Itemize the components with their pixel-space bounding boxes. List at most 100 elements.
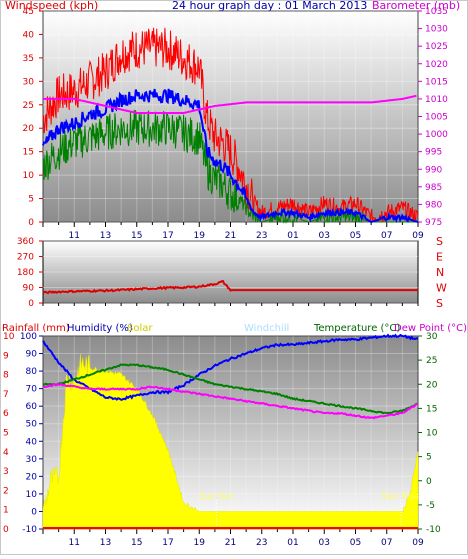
rainfall-y-tick-label: 8	[3, 371, 9, 381]
page-title: 24 hour graph day : 01 March 2013	[172, 0, 367, 12]
direction-y-tick-label: 0	[28, 299, 34, 309]
barometer-y-tick-label: 1035	[425, 7, 448, 17]
barometer-y-tick-label: 1010	[425, 95, 448, 105]
wind-y-tick-label: 0	[28, 218, 34, 228]
wind-x-tick-label: 23	[256, 231, 267, 241]
wind-x-tick-label: 05	[350, 231, 361, 241]
direction-y-tick-label: 90	[23, 284, 35, 294]
rainfall-y-tick-label: 6	[3, 409, 9, 419]
temperature-y-tick-label: 15	[426, 404, 437, 414]
barometer-y-tick-label: 985	[425, 183, 442, 193]
temperature-y-tick-label: 20	[426, 380, 438, 390]
temp-x-tick-label: 13	[100, 538, 111, 548]
wind-y-tick-label: 45	[23, 7, 34, 17]
humidity-y-tick-label: 100	[20, 332, 37, 342]
wind-x-tick-label: 19	[194, 231, 206, 241]
humidity-y-tick-label: 90	[26, 350, 38, 360]
wind-y-tick-label: 5	[28, 195, 34, 205]
humidity-y-tick-label: 70	[26, 385, 38, 395]
humidity-y-tick-label: 0	[31, 507, 37, 517]
barometer-y-tick-label: 1030	[425, 25, 448, 35]
temperature-y-tick-label: -5	[426, 501, 435, 511]
sunset-label: Sun Set	[199, 492, 234, 502]
rainfall-y-tick-label: 5	[3, 429, 9, 439]
rainfall-y-tick-label: 7	[3, 390, 9, 400]
rainfall-y-tick-label: 9	[3, 351, 9, 361]
wind-x-tick-label: 21	[225, 231, 236, 241]
humidity-y-tick-label: 50	[26, 420, 38, 430]
temp-x-tick-label: 17	[162, 538, 173, 548]
barometer-y-tick-label: 1025	[425, 42, 448, 52]
barometer-y-tick-label: 1020	[425, 60, 448, 70]
wind-y-tick-label: 30	[23, 77, 35, 87]
temperature-y-tick-label: 25	[426, 356, 437, 366]
humidity-y-tick-label: 40	[26, 437, 38, 447]
temp-x-tick-label: 07	[381, 538, 392, 548]
wind-y-tick-label: 40	[23, 30, 35, 40]
wind-x-tick-label: 13	[100, 231, 111, 241]
rainfall-y-tick-label: 10	[3, 332, 15, 342]
temp-x-tick-label: 19	[194, 538, 206, 548]
wind-direction-line	[42, 280, 418, 295]
compass-label: N	[436, 266, 444, 279]
wind-x-tick-label: 17	[162, 231, 173, 241]
humidity-y-tick-label: 10	[26, 490, 38, 500]
temperature-axis-title: Temperature (°C)	[313, 323, 400, 334]
direction-y-tick-label: 180	[17, 268, 34, 278]
temp-x-tick-label: 15	[131, 538, 142, 548]
temp-x-tick-label: 11	[69, 538, 80, 548]
rainfall-y-tick-label: 2	[3, 486, 9, 496]
temperature-y-tick-label: 5	[426, 453, 432, 463]
gust-line	[42, 27, 419, 223]
solar-title: Solar	[127, 323, 153, 334]
windspeed-line	[42, 109, 418, 224]
humidity-y-tick-label: 80	[26, 367, 38, 377]
wind-y-tick-label: 25	[23, 101, 34, 111]
barometer-y-tick-label: 975	[425, 218, 442, 228]
direction-y-tick-label: 270	[17, 253, 34, 263]
temp-x-tick-label: 09	[412, 538, 424, 548]
temperature-line	[42, 363, 419, 415]
temperature-y-tick-label: 10	[426, 429, 438, 439]
rainfall-y-tick-label: 0	[3, 525, 9, 535]
solar-area	[42, 353, 419, 530]
humidity-y-tick-label: 20	[26, 472, 38, 482]
wind-y-tick-label: 15	[23, 148, 34, 158]
temperature-y-tick-label: 30	[426, 332, 438, 342]
direction-y-tick-label: 360	[17, 237, 34, 247]
rainfall-y-tick-label: 3	[3, 467, 9, 477]
dewpoint-axis-title: Dew Point (°C)	[394, 323, 467, 334]
dewpoint-line	[42, 382, 419, 420]
compass-label: W	[436, 282, 447, 295]
wind-x-tick-label: 09	[412, 231, 424, 241]
temp-x-tick-label: 23	[256, 538, 267, 548]
direction-panel-bg	[43, 241, 418, 303]
humidity-axis-title: Humidity (%)	[67, 323, 133, 334]
windspeed-axis-title: Windspeed (kph)	[5, 0, 98, 12]
barometer-axis-title: Barometer (mb)	[372, 0, 460, 12]
wind-x-tick-label: 07	[381, 231, 392, 241]
temp-x-tick-label: 01	[287, 538, 298, 548]
temperature-y-tick-label: -10	[426, 525, 441, 535]
humidity-y-tick-label: -10	[22, 525, 37, 535]
compass-label: E	[436, 251, 443, 264]
barometer-y-tick-label: 1000	[425, 130, 448, 140]
barometer-line	[43, 94, 417, 114]
barometer-y-tick-label: 980	[425, 200, 442, 210]
barometer-y-tick-label: 1015	[425, 77, 448, 87]
rainfall-y-tick-label: 4	[3, 448, 9, 458]
rainfall-y-tick-label: 1	[3, 506, 9, 516]
wind-x-tick-label: 11	[69, 231, 80, 241]
barometer-y-tick-label: 990	[425, 165, 442, 175]
rainfall-axis-title: Rainfall (mm)	[2, 323, 70, 334]
average-wind-line	[42, 88, 419, 224]
compass-label: S	[436, 235, 443, 248]
wind-y-tick-label: 35	[23, 54, 34, 64]
barometer-y-tick-label: 1005	[425, 113, 448, 123]
compass-label: S	[436, 297, 443, 310]
temp-x-tick-label: 05	[350, 538, 361, 548]
wind-y-tick-label: 10	[23, 171, 35, 181]
sunrise-label: Sun Rise	[381, 492, 420, 502]
